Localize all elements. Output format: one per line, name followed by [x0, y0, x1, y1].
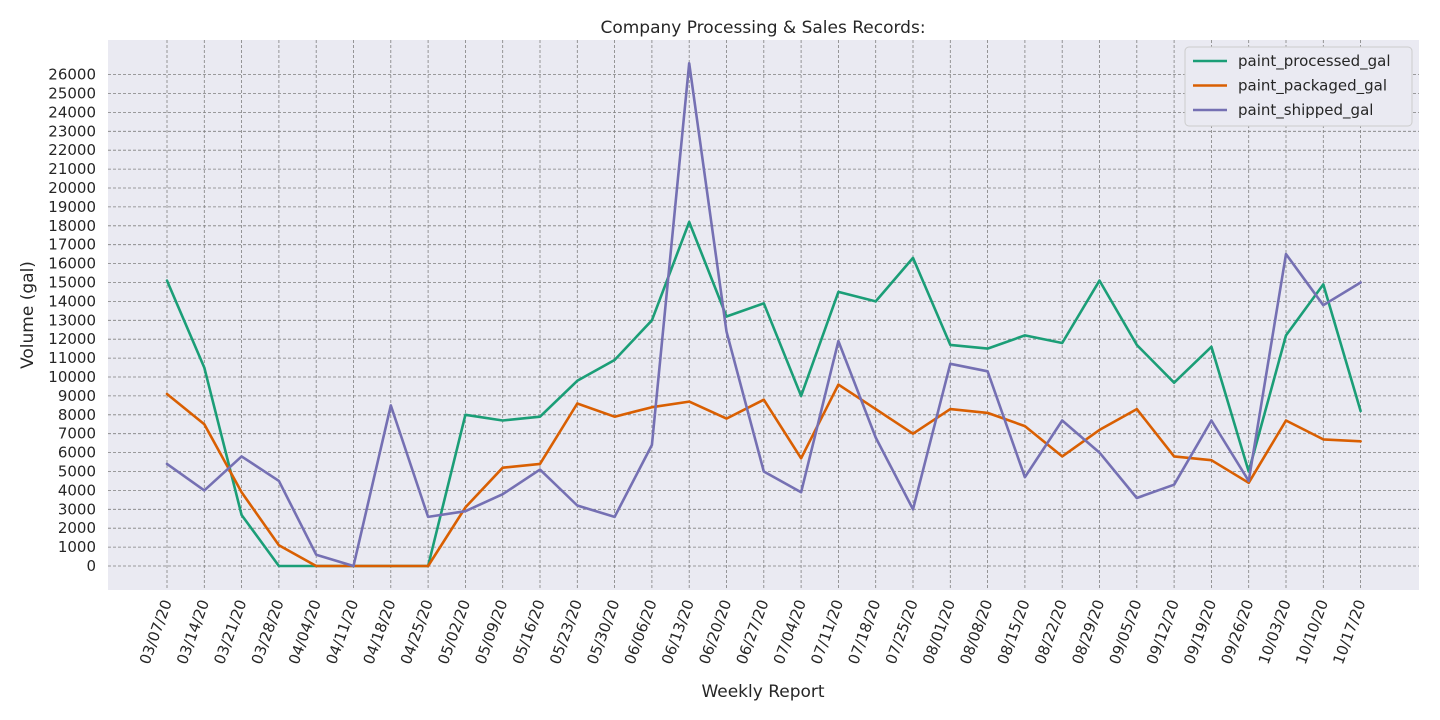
- x-tick-label: 03/07/20: [136, 597, 176, 666]
- y-tick-label: 25000: [48, 85, 96, 103]
- x-tick-label: 08/01/20: [919, 597, 959, 666]
- legend-label: paint_packaged_gal: [1238, 77, 1387, 96]
- y-tick-label: 24000: [48, 103, 96, 121]
- y-axis: 0100020003000400050006000700080009000100…: [48, 66, 96, 575]
- y-tick-label: 9000: [58, 387, 96, 405]
- chart-title: Company Processing & Sales Records:: [600, 18, 925, 38]
- y-tick-label: 20000: [48, 179, 96, 197]
- x-tick-label: 07/25/20: [882, 597, 922, 666]
- x-tick-label: 03/21/20: [210, 597, 250, 666]
- y-tick-label: 22000: [48, 141, 96, 159]
- x-tick-label: 05/02/20: [434, 597, 474, 666]
- x-tick-label: 09/26/20: [1218, 597, 1258, 666]
- y-tick-label: 1000: [58, 538, 96, 556]
- series-lines: [165, 61, 1362, 568]
- y-tick-label: 5000: [58, 463, 96, 481]
- legend-label: paint_processed_gal: [1238, 52, 1391, 71]
- y-tick-label: 15000: [48, 274, 96, 292]
- x-tick-label: 03/14/20: [173, 597, 213, 666]
- x-tick-label: 06/20/20: [695, 597, 735, 666]
- y-tick-label: 2000: [58, 519, 96, 537]
- x-tick-label: 04/25/20: [397, 597, 437, 666]
- y-tick-label: 7000: [58, 425, 96, 443]
- x-tick-label: 08/15/20: [994, 597, 1034, 666]
- x-axis: 03/07/2003/14/2003/21/2003/28/2004/04/20…: [136, 597, 1370, 666]
- x-tick-label: 05/09/20: [472, 597, 512, 666]
- x-tick-label: 03/28/20: [248, 597, 288, 666]
- x-tick-label: 09/19/20: [1180, 597, 1220, 666]
- y-tick-label: 11000: [48, 349, 96, 367]
- y-tick-label: 21000: [48, 160, 96, 178]
- x-tick-label: 04/04/20: [285, 597, 325, 666]
- x-tick-label: 06/06/20: [621, 597, 661, 666]
- y-tick-label: 13000: [48, 311, 96, 329]
- x-tick-label: 06/13/20: [658, 597, 698, 666]
- y-tick-label: 17000: [48, 236, 96, 254]
- legend: paint_processed_gal paint_packaged_galpai…: [1184, 46, 1413, 127]
- x-tick-label: 10/03/20: [1255, 597, 1295, 666]
- x-tick-label: 05/30/20: [583, 597, 623, 666]
- y-tick-label: 12000: [48, 330, 96, 348]
- x-tick-label: 04/11/20: [322, 597, 362, 666]
- y-tick-label: 3000: [58, 500, 96, 518]
- legend-box: [1184, 46, 1413, 127]
- y-tick-label: 0: [86, 557, 96, 575]
- x-tick-label: 08/29/20: [1068, 597, 1108, 666]
- x-tick-label: 09/12/20: [1143, 597, 1183, 666]
- x-tick-label: 10/10/20: [1292, 597, 1332, 666]
- series-line-paint_shipped_gal: [165, 61, 1362, 568]
- y-tick-label: 23000: [48, 122, 96, 140]
- x-tick-label: 10/17/20: [1329, 597, 1369, 666]
- x-tick-label: 09/05/20: [1106, 597, 1146, 666]
- x-tick-label: 07/04/20: [770, 597, 810, 666]
- legend-label: paint_shipped_gal: [1238, 101, 1373, 120]
- x-tick-label: 05/23/20: [546, 597, 586, 666]
- x-tick-label: 07/18/20: [845, 597, 885, 666]
- y-tick-label: 14000: [48, 292, 96, 310]
- x-tick-label: 08/08/20: [956, 597, 996, 666]
- x-tick-label: 06/27/20: [733, 597, 773, 666]
- y-tick-label: 10000: [48, 368, 96, 386]
- x-tick-label: 08/22/20: [1031, 597, 1071, 666]
- grid: [108, 40, 1419, 590]
- x-tick-label: 04/18/20: [360, 597, 400, 666]
- y-tick-label: 6000: [58, 444, 96, 462]
- x-axis-title: Weekly Report: [701, 682, 824, 702]
- y-tick-label: 4000: [58, 481, 96, 499]
- x-tick-label: 07/11/20: [807, 597, 847, 666]
- series-line-paint_packaged_gal: [165, 383, 1362, 568]
- x-tick-label: 05/16/20: [509, 597, 549, 666]
- y-tick-label: 19000: [48, 198, 96, 216]
- y-tick-label: 8000: [58, 406, 96, 424]
- y-axis-title: Volume (gal): [18, 261, 38, 369]
- y-tick-label: 26000: [48, 66, 96, 84]
- y-tick-label: 16000: [48, 255, 96, 273]
- y-tick-label: 18000: [48, 217, 96, 235]
